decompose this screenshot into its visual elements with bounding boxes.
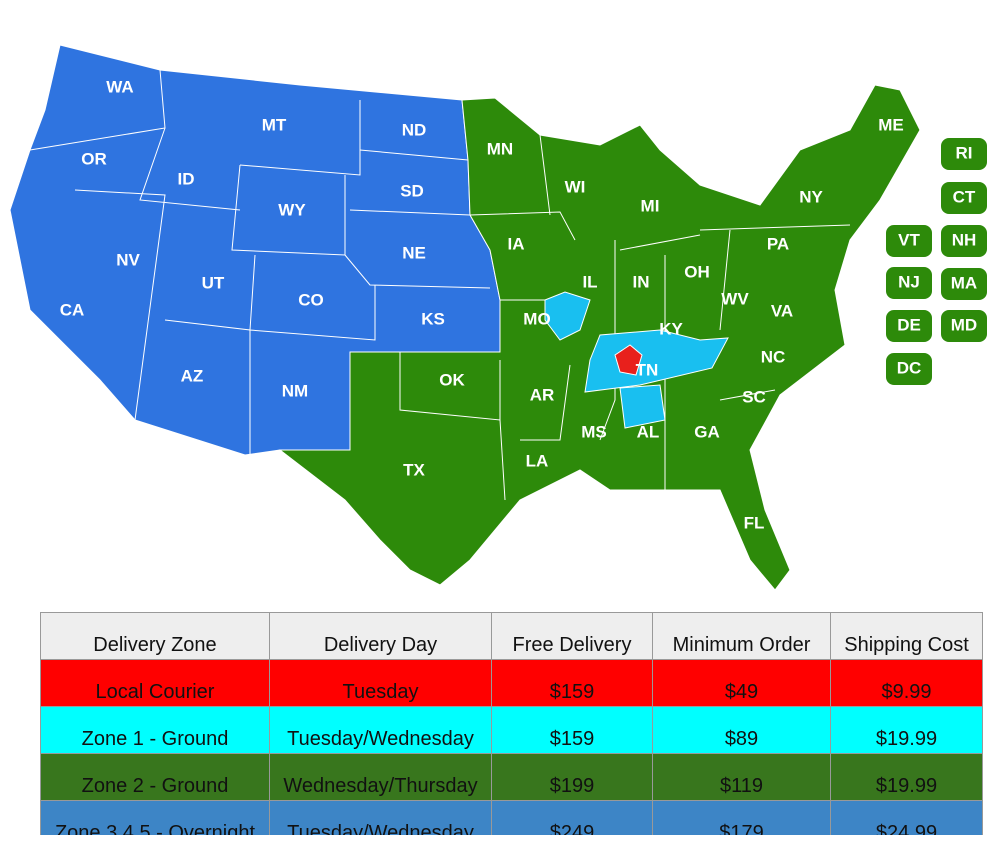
small-state-button[interactable]: [886, 353, 932, 385]
table-cell: Local Courier: [40, 659, 270, 707]
state-label: AZ: [181, 366, 204, 385]
state-label: IL: [582, 272, 597, 291]
table-cell: Free Delivery: [491, 612, 653, 660]
state-label: MN: [487, 139, 513, 158]
table-cell: Minimum Order: [652, 612, 831, 660]
table-cell: $49: [652, 659, 831, 707]
state-label: NY: [799, 187, 823, 206]
state-label: MO: [523, 309, 550, 328]
state-label: NM: [282, 381, 308, 400]
state-label: NV: [116, 250, 140, 269]
state-label: NC: [761, 347, 786, 366]
zone-1-al: [619, 384, 666, 429]
state-label: TX: [403, 460, 425, 479]
table-cell: $9.99: [830, 659, 983, 707]
table-cell: Wednesday/Thursday: [269, 753, 492, 801]
small-state-label: DC: [897, 358, 922, 377]
table-row: Delivery Zone Delivery Day Free Delivery Mi…: [40, 612, 983, 660]
us-map: WA OR CA ID NV MT WY UT AZ CO NM ND SD NE KS MN IA MO WI IL…: [9, 44, 987, 591]
local-courier-area: [614, 344, 643, 376]
small-state-button[interactable]: [886, 310, 932, 342]
shipping-table: Delivery Zone Delivery Day Free Delivery Mi…: [40, 612, 983, 848]
state-label: WI: [565, 177, 586, 196]
state-label: KS: [421, 309, 445, 328]
table-cell: Shipping Cost: [830, 612, 983, 660]
state-label: PA: [767, 234, 789, 253]
table-cell: $159: [491, 659, 653, 707]
table-cell: $19.99: [830, 753, 983, 801]
state-label: MS: [581, 422, 607, 441]
small-state-label: CT: [953, 187, 976, 206]
small-state-label: RI: [956, 143, 973, 162]
state-label: GA: [694, 422, 720, 441]
small-state-button[interactable]: [941, 182, 987, 214]
state-label: FL: [744, 513, 765, 532]
zone-1-tn: [584, 329, 729, 393]
table-cell: Delivery Day: [269, 612, 492, 660]
state-label: UT: [202, 273, 225, 292]
table-cell: $89: [652, 706, 831, 754]
small-state-button[interactable]: [941, 310, 987, 342]
table-row: Zone 2 - Ground Wednesday/Thursday $199 $11…: [40, 753, 983, 801]
state-label: TN: [636, 360, 659, 379]
state-label: VA: [771, 301, 793, 320]
small-state-button[interactable]: [941, 225, 987, 257]
small-state-label: NJ: [898, 272, 920, 291]
small-state-buttons: RI CT VT NH NJ MA DE MD DC: [886, 138, 987, 385]
state-label: AL: [637, 422, 660, 441]
state-label: AR: [530, 385, 555, 404]
state-label: NE: [402, 243, 426, 262]
state-label: ID: [178, 169, 195, 188]
small-state-label: NH: [952, 230, 977, 249]
state-label: KY: [659, 319, 683, 338]
state-label: ND: [402, 120, 427, 139]
table-cell: Tuesday/Wednesday: [269, 706, 492, 754]
state-label: OK: [439, 370, 465, 389]
table-cell: $199: [491, 753, 653, 801]
small-state-label: VT: [898, 230, 920, 249]
small-state-button[interactable]: [886, 225, 932, 257]
table-row: Zone 1 - Ground Tuesday/Wednesday $159 $89 $…: [40, 706, 983, 754]
state-borders: [29, 69, 491, 455]
small-state-label: MD: [951, 315, 977, 334]
small-state-button[interactable]: [941, 138, 987, 170]
table-cell: Zone 1 - Ground: [40, 706, 270, 754]
state-label: LA: [526, 451, 549, 470]
state-label: SD: [400, 181, 424, 200]
state-label: WY: [278, 200, 306, 219]
table-cell: Zone 2 - Ground: [40, 753, 270, 801]
zone-1-il: [544, 291, 591, 341]
state-label: CO: [298, 290, 324, 309]
state-borders-east: [399, 134, 851, 501]
state-label: CA: [60, 300, 85, 319]
table-cell: $159: [491, 706, 653, 754]
table-cell: $119: [652, 753, 831, 801]
small-state-label: MA: [951, 273, 977, 292]
state-label: IA: [508, 234, 525, 253]
table-cell: Tuesday: [269, 659, 492, 707]
state-labels: WA OR CA ID NV MT WY UT AZ CO NM ND SD NE KS MN IA MO WI IL…: [60, 77, 904, 532]
table-cell: $19.99: [830, 706, 983, 754]
state-label: MI: [641, 196, 660, 215]
table-cutoff: [0, 835, 1000, 857]
small-state-label: DE: [897, 315, 921, 334]
state-label: WA: [106, 77, 133, 96]
state-label: OR: [81, 149, 107, 168]
small-state-button[interactable]: [941, 268, 987, 300]
state-label: IN: [633, 272, 650, 291]
state-label: WV: [721, 289, 749, 308]
table-cell: Delivery Zone: [40, 612, 270, 660]
state-label: ME: [878, 115, 904, 134]
state-label: MT: [262, 115, 287, 134]
small-state-button[interactable]: [886, 267, 932, 299]
table-row: Local Courier Tuesday $159 $49 $9.99: [40, 659, 983, 707]
state-label: SC: [742, 387, 766, 406]
state-label: OH: [684, 262, 710, 281]
